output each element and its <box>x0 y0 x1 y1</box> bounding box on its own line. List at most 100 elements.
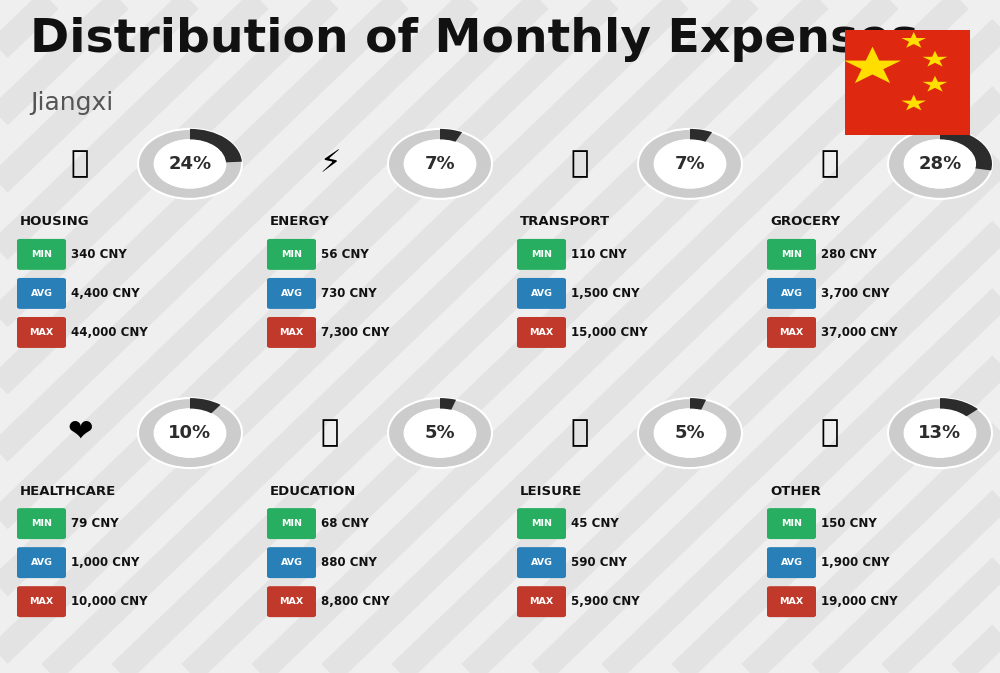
Polygon shape <box>923 76 947 92</box>
Polygon shape <box>901 32 926 48</box>
Circle shape <box>905 140 975 188</box>
Wedge shape <box>638 398 742 468</box>
Wedge shape <box>138 129 242 199</box>
FancyBboxPatch shape <box>517 547 566 578</box>
Text: MAX: MAX <box>29 328 54 337</box>
Circle shape <box>655 409 725 457</box>
FancyBboxPatch shape <box>267 239 316 270</box>
Text: MAX: MAX <box>279 328 304 337</box>
Text: 590 CNY: 590 CNY <box>571 556 627 569</box>
FancyBboxPatch shape <box>267 278 316 309</box>
FancyBboxPatch shape <box>267 317 316 348</box>
Text: 7,300 CNY: 7,300 CNY <box>321 326 389 339</box>
FancyBboxPatch shape <box>267 586 316 617</box>
Text: 880 CNY: 880 CNY <box>321 556 377 569</box>
Text: 5,900 CNY: 5,900 CNY <box>571 595 640 608</box>
FancyBboxPatch shape <box>17 508 66 539</box>
Text: AVG: AVG <box>530 558 552 567</box>
FancyBboxPatch shape <box>17 278 66 309</box>
Text: 🎓: 🎓 <box>321 419 339 448</box>
Text: EDUCATION: EDUCATION <box>270 485 356 497</box>
FancyBboxPatch shape <box>767 278 816 309</box>
Wedge shape <box>388 129 492 199</box>
Text: LEISURE: LEISURE <box>520 485 582 497</box>
Text: HOUSING: HOUSING <box>20 215 90 228</box>
FancyBboxPatch shape <box>517 278 566 309</box>
Wedge shape <box>690 398 706 411</box>
Text: 7%: 7% <box>425 155 455 173</box>
FancyBboxPatch shape <box>517 586 566 617</box>
Circle shape <box>405 140 475 188</box>
Text: 7%: 7% <box>675 155 705 173</box>
Circle shape <box>155 409 225 457</box>
Text: 🛒: 🛒 <box>821 149 839 178</box>
Text: 🛍: 🛍 <box>571 419 589 448</box>
Circle shape <box>155 140 225 188</box>
Wedge shape <box>190 129 242 162</box>
Text: Jiangxi: Jiangxi <box>30 91 113 115</box>
FancyBboxPatch shape <box>517 239 566 270</box>
Wedge shape <box>940 129 992 170</box>
Text: AVG: AVG <box>30 289 52 298</box>
Text: MIN: MIN <box>781 250 802 259</box>
Wedge shape <box>190 398 221 414</box>
Text: AVG: AVG <box>530 289 552 298</box>
Text: 🚌: 🚌 <box>571 149 589 178</box>
Text: MAX: MAX <box>779 328 804 337</box>
Text: 68 CNY: 68 CNY <box>321 517 369 530</box>
Text: 🏢: 🏢 <box>71 149 89 178</box>
Text: 15,000 CNY: 15,000 CNY <box>571 326 648 339</box>
Text: AVG: AVG <box>780 558 802 567</box>
Text: 8,800 CNY: 8,800 CNY <box>321 595 390 608</box>
Text: AVG: AVG <box>281 558 303 567</box>
Text: 280 CNY: 280 CNY <box>821 248 877 261</box>
Text: 3,700 CNY: 3,700 CNY <box>821 287 889 300</box>
Text: MIN: MIN <box>531 250 552 259</box>
FancyBboxPatch shape <box>767 508 816 539</box>
Text: MAX: MAX <box>279 597 304 606</box>
Wedge shape <box>690 129 712 143</box>
FancyBboxPatch shape <box>767 547 816 578</box>
Wedge shape <box>440 129 462 143</box>
Polygon shape <box>901 95 926 110</box>
FancyBboxPatch shape <box>267 547 316 578</box>
Text: MIN: MIN <box>281 250 302 259</box>
FancyBboxPatch shape <box>767 239 816 270</box>
Text: MIN: MIN <box>531 519 552 528</box>
Text: TRANSPORT: TRANSPORT <box>520 215 610 228</box>
FancyBboxPatch shape <box>517 508 566 539</box>
Text: 110 CNY: 110 CNY <box>571 248 627 261</box>
FancyBboxPatch shape <box>767 317 816 348</box>
Text: MAX: MAX <box>779 597 804 606</box>
Wedge shape <box>888 129 992 199</box>
FancyBboxPatch shape <box>17 547 66 578</box>
Text: MAX: MAX <box>529 328 554 337</box>
Wedge shape <box>388 398 492 468</box>
Text: 28%: 28% <box>918 155 962 173</box>
Wedge shape <box>638 129 742 199</box>
Text: 44,000 CNY: 44,000 CNY <box>71 326 148 339</box>
Text: ❤: ❤ <box>67 419 93 448</box>
FancyBboxPatch shape <box>17 239 66 270</box>
FancyBboxPatch shape <box>17 317 66 348</box>
Text: 150 CNY: 150 CNY <box>821 517 877 530</box>
Text: 45 CNY: 45 CNY <box>571 517 619 530</box>
Text: 1,500 CNY: 1,500 CNY <box>571 287 640 300</box>
Text: 730 CNY: 730 CNY <box>321 287 377 300</box>
Text: 💰: 💰 <box>821 419 839 448</box>
Wedge shape <box>940 398 978 417</box>
Text: GROCERY: GROCERY <box>770 215 840 228</box>
Polygon shape <box>844 46 901 83</box>
Text: MIN: MIN <box>781 519 802 528</box>
Text: Distribution of Monthly Expenses: Distribution of Monthly Expenses <box>30 17 918 62</box>
Text: 5%: 5% <box>425 424 455 442</box>
Text: MAX: MAX <box>529 597 554 606</box>
Text: AVG: AVG <box>780 289 802 298</box>
Text: 13%: 13% <box>918 424 962 442</box>
Text: MIN: MIN <box>31 250 52 259</box>
Circle shape <box>905 409 975 457</box>
FancyBboxPatch shape <box>517 317 566 348</box>
Text: ⚡: ⚡ <box>319 149 341 178</box>
Text: 56 CNY: 56 CNY <box>321 248 369 261</box>
Text: MIN: MIN <box>281 519 302 528</box>
